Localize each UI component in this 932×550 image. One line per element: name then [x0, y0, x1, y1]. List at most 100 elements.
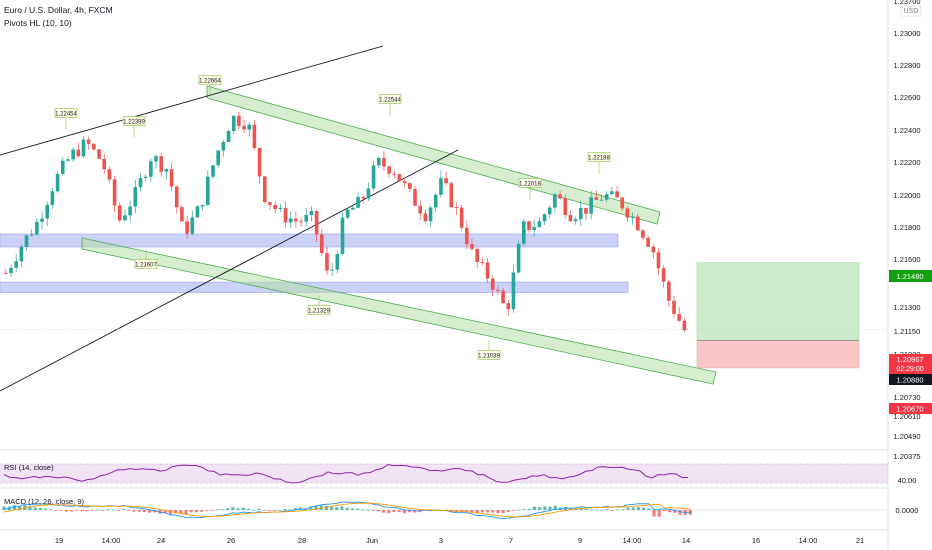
pivot-label: 1.22018	[518, 178, 542, 200]
candle	[14, 261, 18, 268]
pivot-label: 1.22399	[122, 116, 146, 138]
macd-histogram-bar	[548, 506, 552, 510]
price-tick-label: 1.20610	[893, 412, 920, 421]
candle	[149, 161, 153, 177]
macd-histogram-bar	[662, 510, 666, 512]
macd-histogram-bar	[631, 507, 635, 510]
candle	[112, 179, 117, 206]
macd-histogram-bar	[423, 510, 427, 511]
macd-histogram-bar	[652, 510, 656, 517]
candle	[138, 178, 143, 188]
macd-histogram-bar	[288, 509, 292, 511]
pivot-label: 1.21329	[307, 295, 331, 315]
candle	[589, 197, 593, 214]
macd-histogram-bar	[356, 508, 360, 510]
price-tick-label: 1.20730	[893, 393, 920, 402]
macd-histogram-bar	[85, 510, 89, 512]
time-tick-label: 14:00	[799, 536, 818, 545]
macd-histogram-bar	[668, 510, 672, 513]
candle	[423, 213, 428, 222]
upper-channel	[206, 85, 661, 225]
time-tick-label: 14:00	[623, 536, 642, 545]
macd-histogram-bar	[382, 510, 386, 513]
pivot-label: 1.21607	[134, 249, 158, 269]
candle	[180, 207, 184, 222]
candle	[439, 178, 443, 195]
price-tick-label: 1.21800	[893, 223, 920, 232]
candle	[351, 207, 355, 210]
rsi-title: RSI (14, close)	[4, 463, 54, 472]
macd-histogram-bar	[470, 510, 474, 513]
pivot-label-text: 1.22018	[519, 182, 541, 188]
candle	[677, 314, 681, 321]
candle	[29, 234, 34, 236]
candle	[408, 183, 412, 189]
macd-histogram-bar	[231, 507, 235, 510]
macd-histogram-bar	[283, 508, 287, 510]
target-price-badge	[889, 270, 932, 282]
candle	[392, 173, 397, 175]
candle	[107, 169, 112, 180]
candle	[206, 176, 210, 205]
stop-price-badge-text: 1.20670	[896, 405, 923, 414]
candle	[646, 237, 650, 247]
rsi-level: 40.00	[898, 476, 917, 485]
candle	[66, 159, 70, 161]
candle	[117, 205, 122, 221]
candle	[428, 207, 433, 222]
macd-histogram-bar	[200, 510, 204, 512]
macd-histogram-bar	[18, 506, 22, 510]
macd-histogram-bar	[579, 507, 583, 510]
candle	[55, 173, 60, 192]
macd-histogram-bar	[376, 510, 380, 512]
candle	[169, 169, 174, 187]
candle	[159, 156, 163, 172]
macd-histogram-bar	[605, 508, 609, 510]
macd-histogram-bar	[246, 508, 250, 510]
pivot-label-text: 1.21329	[308, 309, 330, 315]
macd-histogram-bar	[194, 510, 198, 513]
macd-histogram-bar	[127, 510, 131, 511]
candle	[480, 262, 485, 264]
candle	[635, 216, 640, 231]
price-tick-label: 1.21300	[893, 303, 920, 312]
macd-histogram-bar	[506, 510, 510, 512]
candle	[542, 214, 547, 222]
macd-histogram-bar	[122, 508, 126, 510]
candle	[340, 217, 345, 255]
time-tick-label: 26	[227, 536, 235, 545]
macd-histogram-bar	[64, 510, 68, 512]
candle	[294, 218, 298, 222]
macd-histogram-bar	[148, 510, 152, 513]
currency-box	[900, 5, 922, 17]
time-tick-label: Jun	[366, 536, 378, 545]
last-price-badge-sub: 02:29:00	[896, 366, 923, 373]
macd-histogram-bar	[558, 507, 562, 510]
macd-histogram-bar	[49, 509, 53, 511]
candle	[278, 208, 283, 210]
macd-histogram-bar	[512, 510, 516, 511]
candle	[330, 269, 334, 271]
candle	[164, 169, 169, 172]
candle	[620, 197, 625, 209]
pivot-label-text: 1.22664	[199, 79, 221, 85]
time-tick-label: 19	[55, 536, 63, 545]
candle	[154, 156, 158, 162]
candle	[221, 142, 226, 151]
candle	[578, 208, 583, 220]
macd-histogram-bar	[2, 506, 6, 510]
candle	[682, 320, 687, 331]
candle	[490, 278, 495, 290]
candle	[273, 204, 277, 210]
macd-histogram-bar	[101, 510, 105, 511]
macd-histogram-bar	[465, 510, 469, 512]
macd-histogram-bar	[54, 510, 58, 511]
macd-histogram-bar	[184, 510, 188, 515]
candle	[247, 124, 252, 130]
macd-histogram-bar	[491, 510, 495, 513]
candle	[174, 186, 179, 208]
target-price-badge-text: 1.21480	[896, 272, 923, 281]
candle	[185, 221, 189, 234]
